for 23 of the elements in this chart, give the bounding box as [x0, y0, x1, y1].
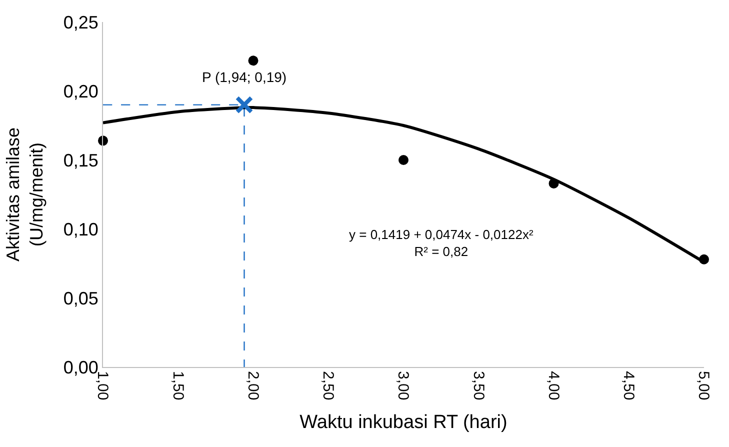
y-axis-title: Aktivitas amilase (U/mg/menit): [3, 127, 47, 262]
x-tick-label: 4,50: [620, 371, 638, 400]
y-tick-label: 0,10: [63, 219, 98, 240]
y-tick-label: 0,25: [63, 12, 98, 32]
x-tick-label: 3,00: [394, 371, 412, 400]
point: [398, 155, 408, 165]
x-tick-label: 5,00: [695, 371, 712, 400]
point: [548, 178, 559, 188]
y-tick-label: 0,00: [63, 357, 98, 378]
point: [699, 254, 709, 264]
x-tick-label: 2,00: [244, 371, 262, 400]
point: [248, 56, 258, 66]
point: [235, 96, 254, 114]
x-tick-label: 3,50: [470, 371, 487, 400]
annotation: y = 0,1419 + 0,0474x - 0,0122x² R² = 0,82: [349, 227, 534, 259]
x-tick-label: 4,00: [544, 371, 562, 400]
x-tick-label: 1,50: [169, 371, 186, 400]
x-axis-title: Waktu inkubasi RT (hari): [300, 412, 508, 434]
y-tick-label: 0,15: [63, 150, 98, 170]
x-tick-label: 2,50: [320, 371, 337, 400]
annotation: P (1,94; 0,19): [202, 69, 287, 85]
y-tick-label: 0,20: [63, 81, 98, 102]
y-tick-label: 0,05: [63, 288, 98, 308]
